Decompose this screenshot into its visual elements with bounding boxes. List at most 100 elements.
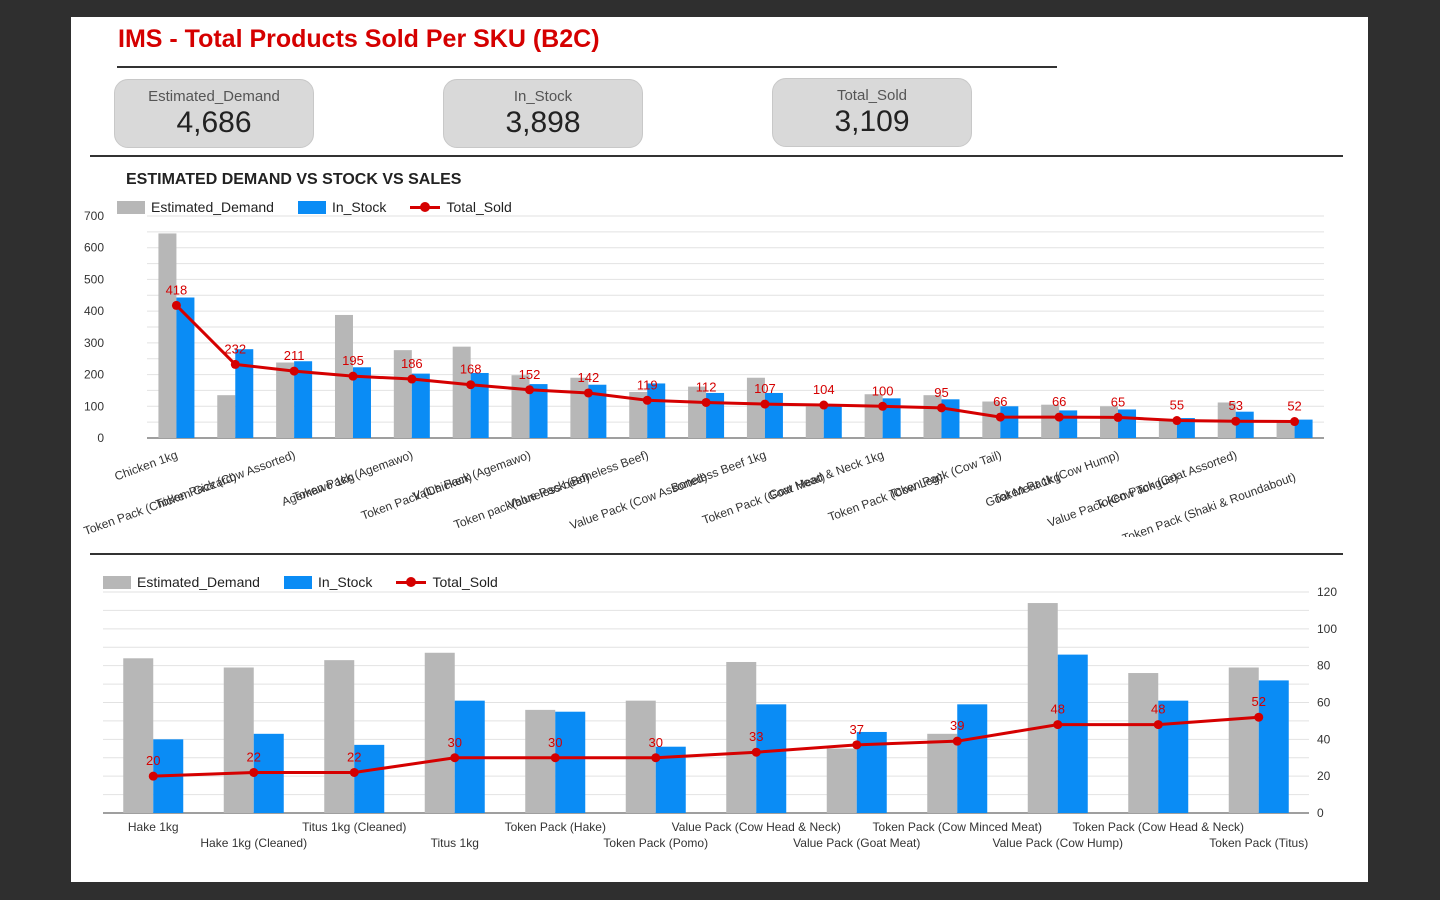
bar-estimated-demand — [688, 386, 707, 438]
x-tick-label: Hake 1kg — [128, 820, 179, 834]
legend-label: Estimated_Demand — [151, 199, 274, 215]
kpi-card-in-stock[interactable]: In_Stock 3,898 — [443, 79, 643, 148]
legend-swatch-sold — [396, 576, 427, 589]
point-total-sold — [1053, 720, 1063, 730]
bar-in-stock — [588, 384, 607, 438]
data-label-total-sold: 112 — [696, 379, 717, 394]
x-tick-label: Token Pack (Cow Minced Meat) — [873, 820, 1042, 834]
bar-estimated-demand — [805, 406, 824, 438]
y-tick-label: 700 — [84, 209, 104, 223]
page-title: IMS - Total Products Sold Per SKU (B2C) — [118, 25, 600, 53]
data-label-total-sold: 39 — [950, 718, 964, 733]
legend-label: Estimated_Demand — [137, 574, 260, 590]
bar-estimated-demand — [826, 748, 857, 813]
chart-divider — [90, 553, 1343, 555]
data-label-total-sold: 53 — [1228, 398, 1242, 413]
kpi-value: 3,898 — [505, 106, 581, 139]
data-label-total-sold: 66 — [993, 394, 1007, 409]
bar-in-stock — [555, 711, 586, 813]
bar-in-stock — [352, 367, 371, 438]
bar-estimated-demand — [1276, 422, 1295, 438]
bar-estimated-demand — [1228, 667, 1259, 813]
legend-swatch-demand — [103, 575, 131, 589]
chart2-legend: Estimated_Demand In_Stock Total_Sold — [103, 574, 522, 590]
kpi-card-total-sold[interactable]: Total_Sold 3,109 — [772, 78, 972, 147]
y-tick-label: 20 — [1317, 769, 1331, 783]
point-total-sold — [1153, 720, 1163, 730]
bar-estimated-demand — [217, 395, 236, 438]
line-total-sold — [175, 304, 1295, 424]
bar-in-stock — [235, 349, 254, 438]
point-total-sold — [349, 767, 359, 777]
point-total-sold — [651, 753, 661, 763]
legend-item-demand[interactable]: Estimated_Demand — [103, 574, 260, 590]
point-total-sold — [407, 374, 417, 384]
legend-item-sold[interactable]: Total_Sold — [410, 199, 512, 215]
kpi-card-estimated-demand[interactable]: Estimated_Demand 4,686 — [114, 79, 314, 148]
point-total-sold — [348, 371, 358, 381]
data-label-total-sold: 48 — [1051, 702, 1065, 717]
point-total-sold — [1054, 412, 1064, 422]
dashboard-page: IMS - Total Products Sold Per SKU (B2C) … — [71, 17, 1368, 882]
data-label-total-sold: 107 — [754, 381, 776, 396]
bar-estimated-demand — [1128, 673, 1159, 813]
bar-in-stock — [176, 297, 195, 438]
x-tick-label: Titus 1kg (Cleaned) — [302, 820, 406, 834]
bar-in-stock — [354, 744, 385, 813]
x-tick-label: Value Pack (Cow Hump) — [993, 836, 1124, 850]
y-tick-label: 40 — [1317, 732, 1331, 746]
data-label-total-sold: 37 — [850, 722, 864, 737]
legend-swatch-stock — [297, 200, 326, 214]
point-total-sold — [819, 400, 829, 410]
point-total-sold — [936, 403, 946, 413]
bar-estimated-demand — [276, 362, 295, 438]
y-tick-label: 60 — [1317, 696, 1331, 710]
bar-estimated-demand — [746, 377, 765, 438]
point-total-sold — [701, 397, 711, 407]
legend-item-sold[interactable]: Total_Sold — [396, 574, 498, 590]
bar-estimated-demand — [726, 661, 757, 813]
data-label-total-sold: 22 — [347, 749, 361, 764]
bar-in-stock — [470, 372, 489, 438]
point-total-sold — [450, 753, 460, 763]
bar-estimated-demand — [923, 395, 942, 438]
legend-item-stock[interactable]: In_Stock — [283, 574, 373, 590]
bar-estimated-demand — [223, 667, 254, 813]
y-tick-label: 300 — [84, 336, 104, 350]
legend-label: In_Stock — [331, 199, 387, 215]
bar-in-stock — [411, 373, 430, 438]
legend-item-demand[interactable]: Estimated_Demand — [117, 199, 274, 215]
line-total-sold — [153, 715, 1259, 778]
bar-estimated-demand — [1041, 404, 1060, 438]
bar-estimated-demand — [324, 660, 355, 813]
chart1-legend: Estimated_Demand In_Stock Total_Sold — [117, 199, 536, 215]
data-label-total-sold: 30 — [548, 735, 562, 750]
legend-item-stock[interactable]: In_Stock — [297, 199, 387, 215]
x-tick-label: Hake 1kg (Cleaned) — [200, 836, 307, 850]
x-tick-label: Token Pack (Cow Head & Neck) — [1073, 820, 1244, 834]
bar-in-stock — [529, 384, 548, 438]
title-divider — [117, 66, 1057, 68]
y-tick-label: 100 — [1317, 622, 1337, 636]
point-total-sold — [466, 380, 476, 390]
x-tick-label: Value Pack (Cow Head & Neck) — [672, 820, 841, 834]
point-total-sold — [583, 388, 593, 398]
data-label-total-sold: 66 — [1052, 394, 1066, 409]
bar-estimated-demand — [982, 401, 1001, 438]
data-label-total-sold: 152 — [519, 367, 541, 382]
data-label-total-sold: 119 — [637, 377, 658, 392]
y-tick-label: 100 — [84, 399, 104, 413]
y-tick-label: 400 — [84, 304, 104, 318]
data-label-total-sold: 142 — [578, 370, 600, 385]
chart2-svg: 0 20 40 60 80 100 120 20 22 22 30 30 30 33 37 39 48 48 52 H… — [103, 585, 1337, 850]
y-tick-label: 600 — [84, 241, 104, 255]
bar-in-stock — [294, 361, 313, 438]
chart1-svg: 0 100 200 300 400 500 600 700 418 232 211 195 186 168… — [82, 209, 1324, 537]
bar-estimated-demand — [393, 350, 412, 438]
legend-label: In_Stock — [317, 574, 373, 590]
x-tick-label: Titus 1kg — [431, 836, 479, 850]
legend-label: Total_Sold — [432, 574, 498, 590]
bar-estimated-demand — [927, 733, 958, 813]
bar-in-stock — [756, 704, 787, 813]
kpi-value: 3,109 — [834, 105, 910, 138]
